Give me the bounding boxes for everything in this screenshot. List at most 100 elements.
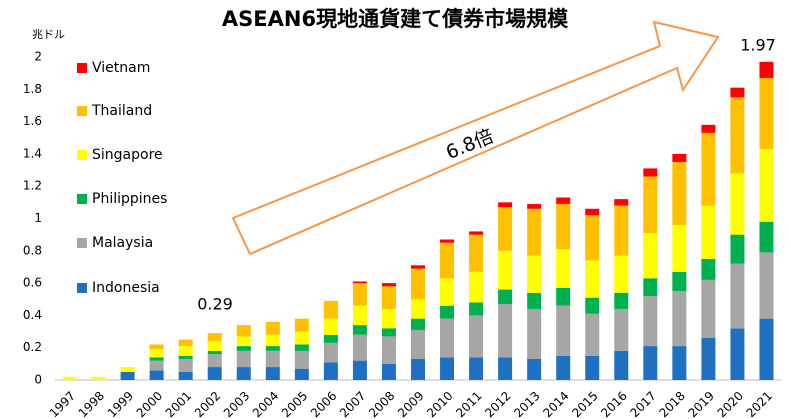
- bar-segment: [323, 300, 338, 319]
- bar-segment: [265, 346, 280, 351]
- bar-segment: [643, 346, 658, 380]
- bar-segment: [352, 281, 367, 284]
- x-tick-label: 2001: [163, 389, 194, 419]
- legend-label: Singapore: [92, 147, 163, 163]
- bar-segment: [614, 292, 629, 309]
- annotation: 1.97: [740, 36, 776, 55]
- bar-segment: [498, 202, 513, 208]
- x-tick-label: 2018: [656, 389, 687, 419]
- bar-segment: [323, 318, 338, 335]
- bar-segment: [178, 359, 193, 372]
- y-tick-label: 1: [34, 211, 42, 225]
- bar-segment: [207, 354, 222, 368]
- bar-segment: [701, 205, 716, 259]
- legend-swatch: [77, 238, 87, 248]
- bar-segment: [672, 153, 687, 162]
- legend-label: Philippines: [92, 191, 167, 207]
- bar-segment: [323, 342, 338, 363]
- bar-segment: [643, 176, 658, 234]
- bar-segment: [469, 271, 484, 303]
- legend-swatch: [77, 194, 87, 204]
- bar-segment: [672, 161, 687, 225]
- bar-segment: [294, 331, 309, 345]
- bar-segment: [207, 367, 222, 380]
- x-tick-label: 2019: [685, 389, 716, 419]
- bar-segment: [672, 224, 687, 272]
- bar-segment: [352, 283, 367, 306]
- bar-segment: [352, 325, 367, 335]
- bar-segment: [556, 287, 571, 306]
- bar-segment: [440, 318, 455, 358]
- x-tick-label: 2003: [221, 389, 252, 419]
- bar-segment: [672, 346, 687, 380]
- bar-segment: [614, 199, 629, 206]
- x-tick-label: 2014: [540, 389, 571, 419]
- bar-segment: [585, 355, 600, 380]
- bar-segment: [236, 350, 251, 368]
- bar-segment: [120, 371, 135, 380]
- bar-segment: [323, 334, 338, 343]
- x-tick-label: 2017: [627, 389, 658, 419]
- bar-segment: [527, 359, 542, 380]
- bar-segment: [236, 325, 251, 337]
- bar-segment: [643, 233, 658, 279]
- bar-segment: [411, 318, 425, 330]
- bar-segment: [527, 208, 542, 256]
- bar-segment: [411, 268, 425, 300]
- legend-label: Indonesia: [92, 280, 160, 296]
- bar-segment: [759, 221, 774, 253]
- bar-segment: [614, 205, 629, 256]
- bar-segment: [62, 376, 77, 380]
- bar-segment: [265, 367, 280, 380]
- x-tick-label: 2007: [337, 389, 368, 419]
- legend-swatch: [77, 106, 87, 116]
- bar-segment: [294, 368, 309, 380]
- bar-segment: [498, 357, 513, 380]
- bar-segment: [585, 260, 600, 298]
- bar-segment: [759, 77, 774, 150]
- bar-segment: [236, 367, 251, 380]
- bar-segment: [672, 271, 687, 292]
- bar-segment: [527, 308, 542, 360]
- bar-segment: [120, 367, 135, 372]
- y-tick-label: 0.2: [23, 340, 42, 354]
- bar-segment: [498, 250, 513, 290]
- x-tick-label: 2012: [482, 389, 513, 419]
- bar-segment: [643, 168, 658, 177]
- bar-segment: [149, 360, 164, 371]
- bar-segment: [91, 376, 106, 380]
- bar-segment: [178, 355, 193, 360]
- bar-segment: [701, 132, 716, 206]
- bar-segment: [294, 344, 309, 351]
- y-tick-label: 0.8: [23, 243, 42, 257]
- bar-segment: [759, 149, 774, 222]
- x-tick-label: 2010: [424, 389, 455, 419]
- bar-segment: [556, 355, 571, 380]
- bar-segment: [440, 357, 455, 380]
- bar-segment: [178, 371, 193, 380]
- bar-segment: [381, 308, 396, 329]
- bar-segment: [614, 350, 629, 380]
- bar-segment: [556, 305, 571, 356]
- annotation: 0.29: [197, 295, 233, 314]
- bar-segment: [440, 278, 455, 306]
- x-tick-label: 2016: [598, 389, 629, 419]
- bar-segment: [352, 334, 367, 361]
- y-tick-label: 0: [34, 373, 42, 387]
- legend-label: Malaysia: [92, 235, 153, 251]
- bar-segment: [730, 263, 745, 329]
- x-tick-label: 2000: [134, 389, 165, 419]
- bar-segment: [381, 328, 396, 337]
- bar-segment: [556, 203, 571, 250]
- bar-segment: [585, 313, 600, 356]
- bar-segment: [469, 234, 484, 272]
- bar-segment: [149, 344, 164, 350]
- bar-segment: [643, 278, 658, 297]
- bar-segment: [614, 308, 629, 351]
- bar-segment: [730, 87, 745, 98]
- bar-segment: [352, 360, 367, 380]
- chart-title: ASEAN6現地通貨建て債券市場規模: [222, 7, 569, 31]
- bar-segment: [149, 349, 164, 358]
- x-tick-label: 2011: [453, 389, 484, 419]
